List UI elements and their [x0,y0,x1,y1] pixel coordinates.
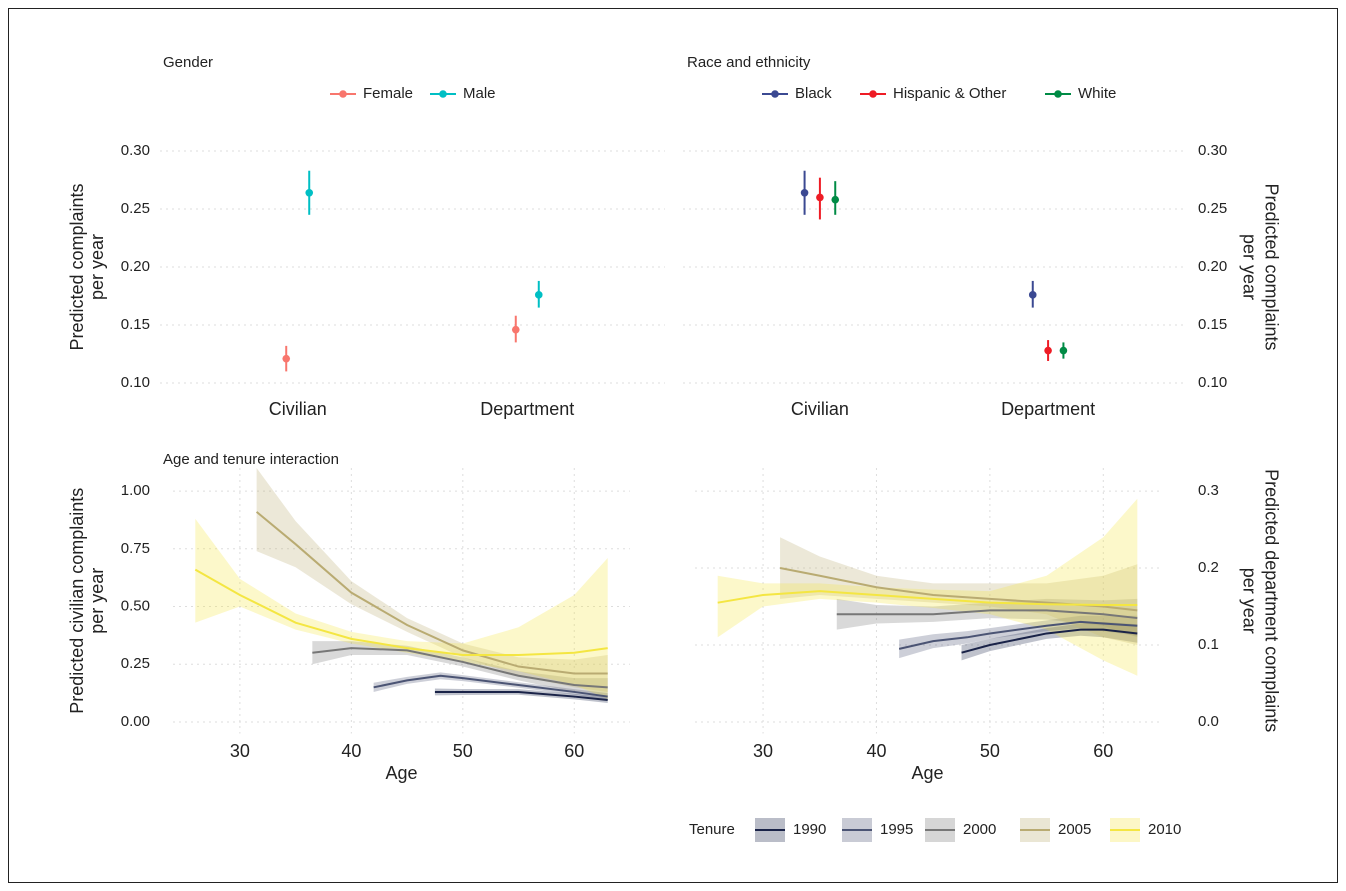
panel-title: Age and tenure interaction [163,451,339,468]
line [961,628,1138,654]
ribbon [256,468,608,692]
ribbon [717,498,1138,676]
point [1028,291,1037,299]
legend-label: Female [363,85,413,102]
y-tick-label: 0.25 [121,655,150,672]
y-tick-label: 0.15 [1198,316,1227,333]
y-axis-title: Predicted civilian complaints [67,488,87,714]
line [312,647,608,689]
x-tick-label: 30 [753,741,773,761]
legend-label: Male [463,85,496,102]
x-tick-label: 60 [1093,741,1113,761]
y-axis-title: Predicted department complaints [1261,469,1281,732]
ribbon [961,621,1138,661]
y-tick-label: 0.2 [1198,559,1219,576]
x-axis-title: Age [911,763,943,783]
point [282,354,291,363]
line [194,568,608,657]
legend-label: 1990 [793,821,826,838]
legend-key [869,90,877,98]
point [305,188,314,197]
line [717,590,1138,606]
ribbon [899,615,1138,659]
ribbon [780,537,1138,645]
x-tick-label: 50 [980,741,1000,761]
y-axis-title: Predicted complaints [67,183,87,350]
point [511,325,520,334]
y-tick-label: 0.25 [121,200,150,217]
legend-label: 2005 [1058,821,1091,838]
ribbon [373,672,608,701]
x-axis-title: Age [385,763,417,783]
x-tick-label: 30 [230,741,250,761]
y-tick-label: 0.30 [1198,142,1227,159]
y-axis-title: per year [87,568,107,634]
line [779,567,1138,612]
legend-label: White [1078,85,1116,102]
y-axis-title: per year [1239,568,1259,634]
legend-key [439,90,447,98]
legend-key [1054,90,1062,98]
y-tick-label: 0.20 [1198,258,1227,275]
ribbon [312,641,608,697]
y-tick-label: 0.10 [121,374,150,391]
ribbon [195,518,608,699]
legend-label: Hispanic & Other [893,85,1006,102]
y-tick-label: 0.20 [121,258,150,275]
x-tick-label: Department [480,399,574,419]
x-tick-label: 40 [866,741,886,761]
panel-title: Race and ethnicity [687,54,811,71]
y-tick-label: 0.75 [121,540,150,557]
y-tick-label: 0.30 [121,142,150,159]
legend-title: Tenure [689,821,735,838]
line [898,620,1138,650]
y-tick-label: 0.25 [1198,200,1227,217]
line [373,674,608,698]
legend-label: 2000 [963,821,996,838]
legend-key [339,90,347,98]
x-tick-label: 60 [564,741,584,761]
line [434,690,608,702]
y-axis-title: per year [87,234,107,300]
frame [8,8,1338,883]
line [255,511,608,675]
y-axis-title: Predicted complaints [1261,183,1281,350]
x-tick-label: Civilian [791,399,849,419]
y-tick-label: 0.10 [1198,374,1227,391]
legend-label: 1995 [880,821,913,838]
x-tick-label: Department [1001,399,1095,419]
y-tick-label: 0.00 [121,713,150,730]
x-tick-label: Civilian [269,399,327,419]
y-tick-label: 0.3 [1198,482,1219,499]
point [1059,346,1068,355]
panel-title: Gender [163,54,213,71]
legend-label: 2010 [1148,821,1181,838]
point [816,193,824,202]
point [1044,346,1052,355]
ribbon [836,598,1138,638]
y-tick-label: 0.15 [121,316,150,333]
point [534,291,543,299]
y-tick-label: 1.00 [121,482,150,499]
x-tick-label: 40 [341,741,361,761]
legend-label: Black [795,85,832,102]
y-tick-label: 0.0 [1198,713,1219,730]
x-tick-label: 50 [453,741,473,761]
y-tick-label: 0.1 [1198,636,1219,653]
point [800,188,809,197]
legend-key [771,90,779,98]
y-axis-title: per year [1239,234,1259,300]
line [836,609,1138,620]
point [831,195,840,204]
y-tick-label: 0.50 [121,597,150,614]
